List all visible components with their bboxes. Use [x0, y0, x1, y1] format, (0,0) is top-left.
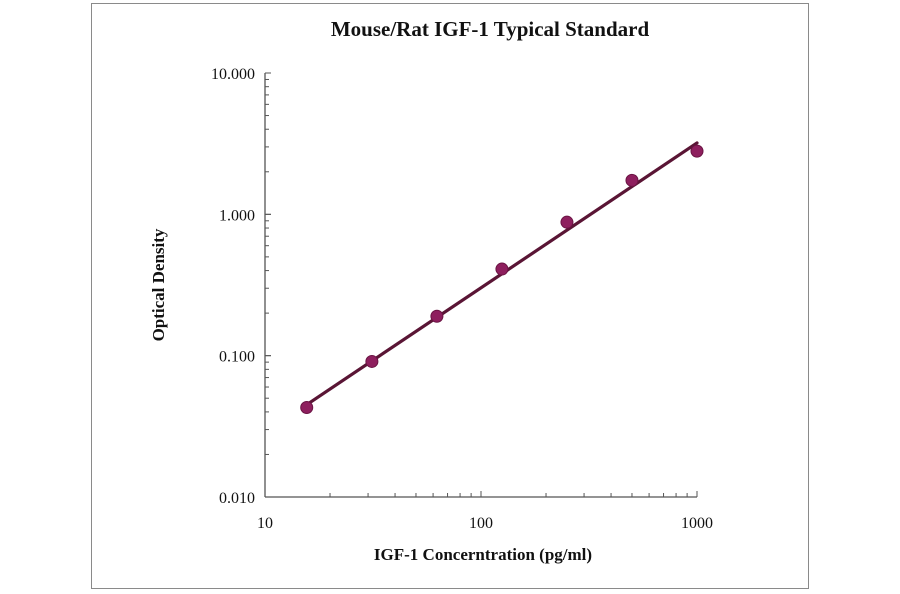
y-tick-label: 0.100 [219, 349, 255, 366]
chart-frame [91, 3, 809, 589]
x-axis-label: IGF-1 Concerntration (pg/ml) [374, 545, 592, 564]
y-axis-label: Optical Density [149, 228, 168, 341]
y-tick-label: 1.000 [219, 207, 255, 224]
data-point [430, 309, 444, 323]
y-tick-label: 10.000 [211, 66, 255, 83]
data-point [300, 400, 314, 414]
data-point [560, 215, 574, 229]
data-point [625, 173, 639, 187]
chart-title: Mouse/Rat IGF-1 Typical Standard [331, 17, 650, 41]
y-tick-label: 0.010 [219, 490, 255, 507]
data-point [365, 354, 379, 368]
x-tick-label: 1000 [681, 515, 713, 532]
x-tick-label: 10 [257, 515, 273, 532]
data-point [495, 262, 509, 276]
x-tick-label: 100 [469, 515, 493, 532]
data-point [690, 144, 704, 158]
